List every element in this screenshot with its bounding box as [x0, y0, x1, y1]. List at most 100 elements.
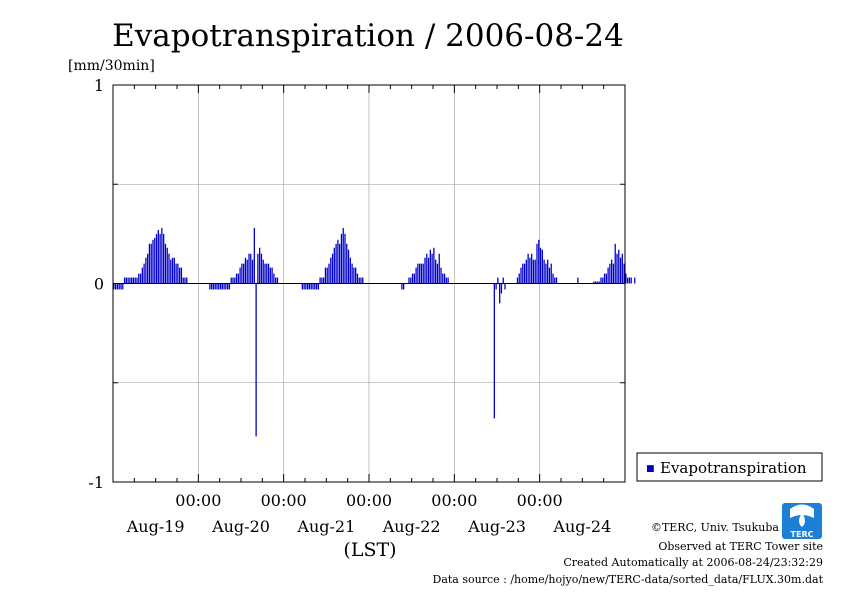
data-bar: [171, 257, 174, 284]
data-bar: [163, 233, 165, 284]
data-bar: [267, 263, 270, 284]
data-bar: [603, 273, 606, 284]
data-bar: [577, 277, 579, 284]
data-bar: [319, 277, 321, 284]
data-bar: [346, 243, 348, 284]
y-axis-unit-label: [mm/30min]: [68, 58, 155, 74]
data-bar: [310, 283, 312, 290]
data-bar: [424, 257, 426, 284]
data-bar: [255, 283, 257, 437]
data-bar: [269, 267, 271, 284]
data-bar: [175, 263, 177, 284]
data-bar: [324, 267, 327, 284]
data-bar: [147, 253, 149, 284]
data-bar: [415, 267, 417, 284]
data-bar: [228, 283, 231, 290]
data-bar: [618, 249, 620, 284]
data-bar: [315, 283, 318, 290]
date-label: Aug-19: [126, 517, 185, 536]
data-bar: [301, 283, 303, 290]
data-bar: [552, 273, 554, 284]
data-bar: [115, 283, 117, 290]
data-bar: [125, 277, 127, 284]
data-bar: [212, 283, 215, 290]
x-tick-label: 00:00: [346, 491, 392, 510]
data-bar: [227, 283, 229, 290]
data-bar: [211, 283, 213, 290]
axis-ticks: [112, 84, 626, 483]
data-bar: [518, 273, 520, 284]
data-bar: [136, 277, 138, 284]
data-bar: [273, 273, 275, 284]
data-bar: [630, 277, 632, 284]
data-bar: [607, 267, 609, 284]
data-bar: [529, 257, 531, 284]
data-bar: [410, 277, 412, 284]
data-bar: [131, 277, 133, 284]
data-bar: [420, 263, 423, 284]
data-bar: [159, 233, 161, 284]
logo-text: TERC: [791, 530, 814, 539]
y-tick-label: 1: [94, 76, 104, 95]
data-bar: [609, 263, 611, 284]
data-bar: [168, 253, 170, 284]
data-bar: [539, 247, 542, 284]
data-bar: [257, 253, 259, 284]
data-bar: [502, 277, 504, 284]
data-bar: [259, 247, 261, 284]
data-bar: [157, 229, 159, 284]
data-bar: [611, 259, 613, 284]
data-bar: [251, 259, 254, 284]
data-bar: [360, 277, 362, 284]
data-bar: [543, 259, 545, 284]
data-bar: [619, 257, 622, 284]
data-bar: [223, 283, 225, 290]
data-bar: [218, 283, 220, 290]
data-bar: [152, 239, 154, 284]
logo-wave-shape: [790, 504, 814, 518]
data-bar: [173, 257, 175, 284]
data-bar: [497, 277, 499, 284]
data-bar: [426, 253, 428, 284]
credit-data-source: Data source : /home/hojyo/new/TERC-data/…: [433, 573, 824, 586]
data-bar: [141, 267, 143, 284]
data-bar: [123, 277, 126, 284]
data-bars: [113, 227, 636, 437]
data-bar: [427, 257, 430, 284]
data-bar: [353, 267, 355, 284]
data-bar: [155, 233, 158, 284]
data-bar: [182, 277, 184, 284]
data-bar: [349, 257, 351, 284]
data-bar: [436, 263, 439, 284]
data-bar: [145, 257, 147, 284]
data-bar: [356, 273, 359, 284]
data-bar: [358, 277, 360, 284]
data-bar: [525, 259, 527, 284]
data-bar: [232, 277, 234, 284]
x-tick-label: 00:00: [261, 491, 307, 510]
data-bar: [179, 267, 181, 284]
data-bar: [355, 267, 357, 284]
data-bar: [271, 267, 273, 284]
data-bar: [118, 283, 120, 290]
data-bar: [531, 253, 533, 284]
data-bar: [623, 263, 625, 284]
data-bar: [166, 247, 168, 284]
data-bar: [321, 277, 323, 284]
data-bar: [312, 283, 314, 290]
data-bar: [340, 233, 343, 284]
data-bar: [442, 273, 444, 284]
data-bar: [621, 253, 623, 284]
data-bar: [248, 253, 250, 284]
axis-labels: 1 0 -1 00:00 00:00 00:00 00:00 00:00 Aug-19 Aug-2…: [88, 76, 611, 536]
date-label: Aug-22: [382, 517, 441, 536]
data-bar: [499, 283, 501, 304]
data-bar: [337, 239, 339, 284]
data-bar: [408, 277, 410, 284]
legend-box: [636, 452, 823, 482]
data-bar: [221, 283, 223, 290]
data-bar: [335, 243, 337, 284]
data-bar: [241, 263, 243, 284]
data-bar: [276, 277, 279, 284]
